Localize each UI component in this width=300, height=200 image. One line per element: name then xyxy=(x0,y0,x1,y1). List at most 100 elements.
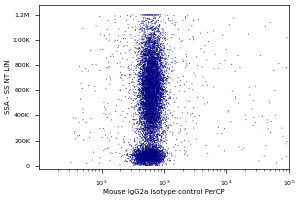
Point xyxy=(90,63,94,66)
Point xyxy=(140,156,145,159)
Point xyxy=(150,122,155,126)
Point xyxy=(143,92,148,95)
Point xyxy=(155,63,160,66)
Point xyxy=(150,96,155,99)
Point xyxy=(144,59,149,63)
Point xyxy=(149,121,154,125)
Point xyxy=(136,155,141,158)
Point xyxy=(147,104,152,107)
Point xyxy=(153,67,158,70)
Point xyxy=(142,129,146,132)
Point xyxy=(148,158,153,162)
Point xyxy=(153,86,158,89)
Point xyxy=(140,56,145,59)
Point xyxy=(150,80,155,83)
Point xyxy=(146,51,151,54)
Point xyxy=(157,90,162,93)
Point xyxy=(148,155,152,158)
Point xyxy=(150,63,155,66)
Point xyxy=(146,151,150,154)
Point xyxy=(154,114,159,117)
Point xyxy=(150,102,154,105)
Point xyxy=(152,137,157,140)
Point xyxy=(152,156,156,159)
Point xyxy=(149,150,154,154)
Point xyxy=(140,71,145,74)
Point xyxy=(146,49,150,52)
Point xyxy=(145,112,149,115)
Point xyxy=(150,84,154,87)
Point xyxy=(141,24,146,27)
Point xyxy=(146,107,151,110)
Point xyxy=(147,153,152,156)
Point xyxy=(151,151,155,154)
Point xyxy=(145,120,150,123)
Point xyxy=(150,150,155,153)
Point xyxy=(145,67,150,70)
Point xyxy=(148,159,153,162)
Point xyxy=(158,106,163,109)
Point xyxy=(158,100,163,103)
Point xyxy=(154,111,159,114)
Point xyxy=(143,152,148,155)
Point xyxy=(154,79,158,83)
Point xyxy=(152,46,157,49)
Point xyxy=(147,90,152,94)
Point xyxy=(151,93,156,97)
Point xyxy=(139,97,144,101)
Point xyxy=(143,57,148,60)
Point xyxy=(144,150,149,154)
Point xyxy=(132,71,136,74)
Point xyxy=(141,139,146,142)
Point xyxy=(135,160,140,163)
Point xyxy=(158,65,163,68)
Point xyxy=(146,152,151,156)
Point xyxy=(216,126,221,129)
Point xyxy=(146,109,151,113)
Point xyxy=(155,74,160,77)
Point xyxy=(140,79,145,82)
Point xyxy=(156,96,161,99)
Point xyxy=(150,82,155,85)
Point xyxy=(149,75,154,78)
Point xyxy=(153,98,158,101)
Point xyxy=(147,160,152,163)
Point xyxy=(145,92,150,95)
Point xyxy=(143,93,148,96)
Point xyxy=(153,119,158,122)
Point xyxy=(151,78,155,82)
Point xyxy=(133,146,138,149)
Point xyxy=(154,112,158,115)
Point xyxy=(159,69,164,72)
Point xyxy=(148,85,153,89)
Point xyxy=(139,88,143,91)
Point xyxy=(149,143,154,147)
Point xyxy=(143,104,148,107)
Point xyxy=(144,36,148,39)
Point xyxy=(142,122,146,125)
Point xyxy=(149,141,154,144)
Point xyxy=(139,35,144,38)
Point xyxy=(148,92,153,95)
Point xyxy=(153,63,158,66)
Point xyxy=(133,152,138,156)
Point xyxy=(142,64,146,67)
Point xyxy=(139,111,144,115)
Point xyxy=(148,144,153,148)
Point xyxy=(159,127,164,131)
Point xyxy=(145,116,150,119)
Point xyxy=(152,115,156,119)
Point xyxy=(151,36,156,39)
Point xyxy=(150,69,154,73)
Point xyxy=(151,92,155,95)
Point xyxy=(147,116,152,120)
Point xyxy=(140,152,145,155)
Point xyxy=(156,19,161,22)
Point xyxy=(157,113,162,116)
Point xyxy=(158,64,163,67)
Point xyxy=(154,69,159,72)
Point xyxy=(142,153,147,156)
Point xyxy=(141,75,146,79)
Point xyxy=(156,64,161,67)
Point xyxy=(136,160,140,163)
